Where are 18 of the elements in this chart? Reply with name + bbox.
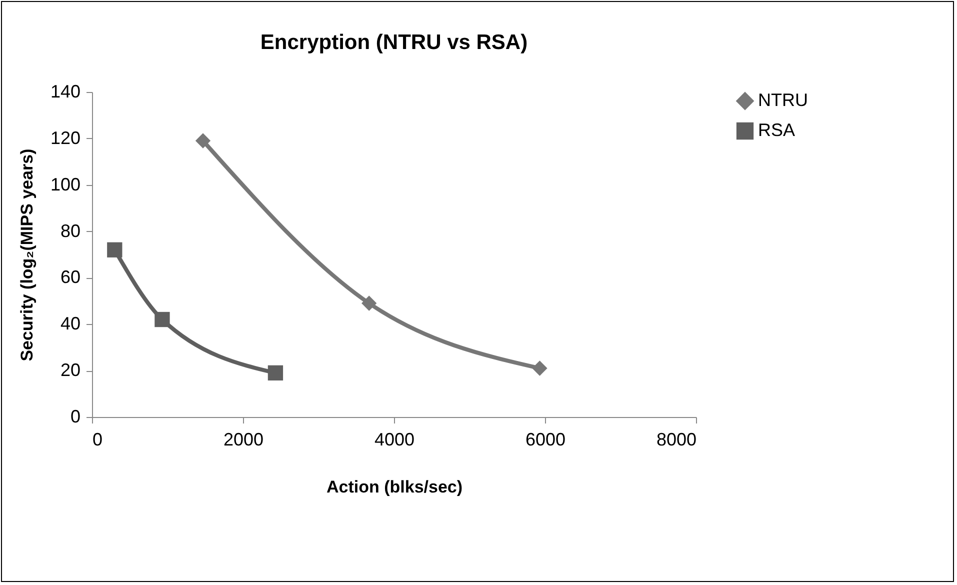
y-tick-label: 100 bbox=[50, 174, 80, 194]
y-axis-title: Security (log₂(MIPS years) bbox=[17, 148, 36, 362]
legend-label: NTRU bbox=[758, 90, 808, 110]
y-tick-label: 140 bbox=[50, 82, 80, 102]
y-tick-label: 120 bbox=[50, 128, 80, 148]
y-tick-label: 0 bbox=[70, 406, 80, 426]
x-tick-label: 0 bbox=[92, 430, 103, 450]
x-tick-label: 6000 bbox=[525, 430, 566, 450]
x-tick-label: 4000 bbox=[374, 430, 415, 450]
y-tick-label: 80 bbox=[60, 220, 80, 241]
y-tick-label: 40 bbox=[60, 314, 80, 334]
x-axis-title: Action (blks/sec) bbox=[326, 478, 463, 496]
x-tick-label: 2000 bbox=[223, 430, 264, 450]
legend-label: RSA bbox=[758, 120, 796, 140]
y-tick-label: 60 bbox=[60, 267, 80, 288]
x-tick-label: 8000 bbox=[656, 430, 696, 450]
y-tick-label: 20 bbox=[60, 360, 80, 380]
chart-title: Encryption (NTRU vs RSA) bbox=[260, 31, 528, 54]
